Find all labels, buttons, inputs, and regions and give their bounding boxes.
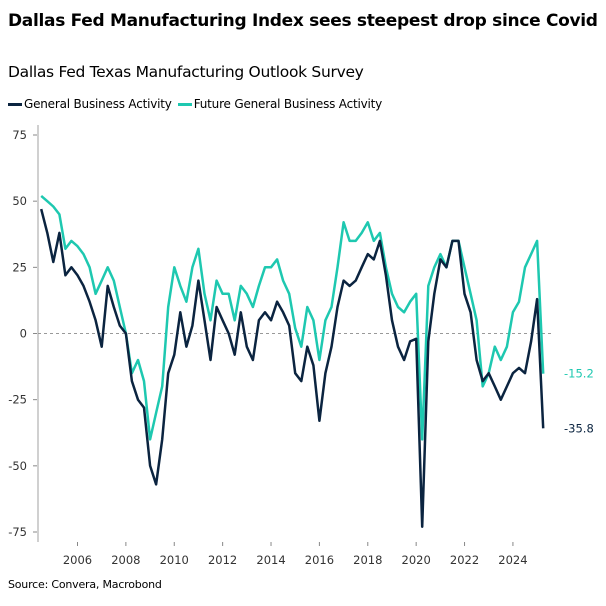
x-tick-label: 2018 (353, 553, 382, 567)
legend-item-general: General Business Activity (8, 97, 172, 111)
series-line-general (39, 208, 545, 528)
source-note: Source: Convera, Macrobond (8, 578, 162, 591)
y-tick-label: 0 (20, 327, 27, 341)
y-tick-label: 25 (12, 260, 27, 274)
x-tick-label: 2012 (208, 553, 237, 567)
x-tick-label: 2010 (160, 553, 189, 567)
x-tick-label: 2006 (63, 553, 92, 567)
legend-label-future: Future General Business Activity (193, 97, 383, 111)
y-tick-label: 75 (12, 128, 27, 142)
y-tick-label: -75 (8, 525, 27, 539)
legend-swatch-general (8, 102, 22, 106)
legend-item-future: Future General Business Activity (177, 97, 383, 111)
end-label-general: -35.8 (564, 421, 594, 435)
legend-label-general: General Business Activity (24, 97, 172, 111)
legend-swatch-future (177, 102, 192, 106)
x-tick-label: 2014 (256, 553, 285, 567)
y-tick-label: -25 (8, 393, 27, 407)
y-tick-label: 50 (12, 194, 27, 208)
legend: General Business Activity Future General… (8, 97, 388, 111)
y-tick-label: -50 (8, 459, 27, 473)
x-tick-label: 2020 (402, 553, 431, 567)
x-tick-label: 2024 (498, 553, 527, 567)
chart-subtitle: Dallas Fed Texas Manufacturing Outlook S… (8, 63, 364, 81)
chart-title: Dallas Fed Manufacturing Index sees stee… (8, 11, 598, 31)
x-tick-label: 2016 (305, 553, 334, 567)
x-tick-label: 2008 (111, 553, 140, 567)
x-tick-label: 2022 (450, 553, 479, 567)
end-label-future: -15.2 (564, 367, 594, 381)
